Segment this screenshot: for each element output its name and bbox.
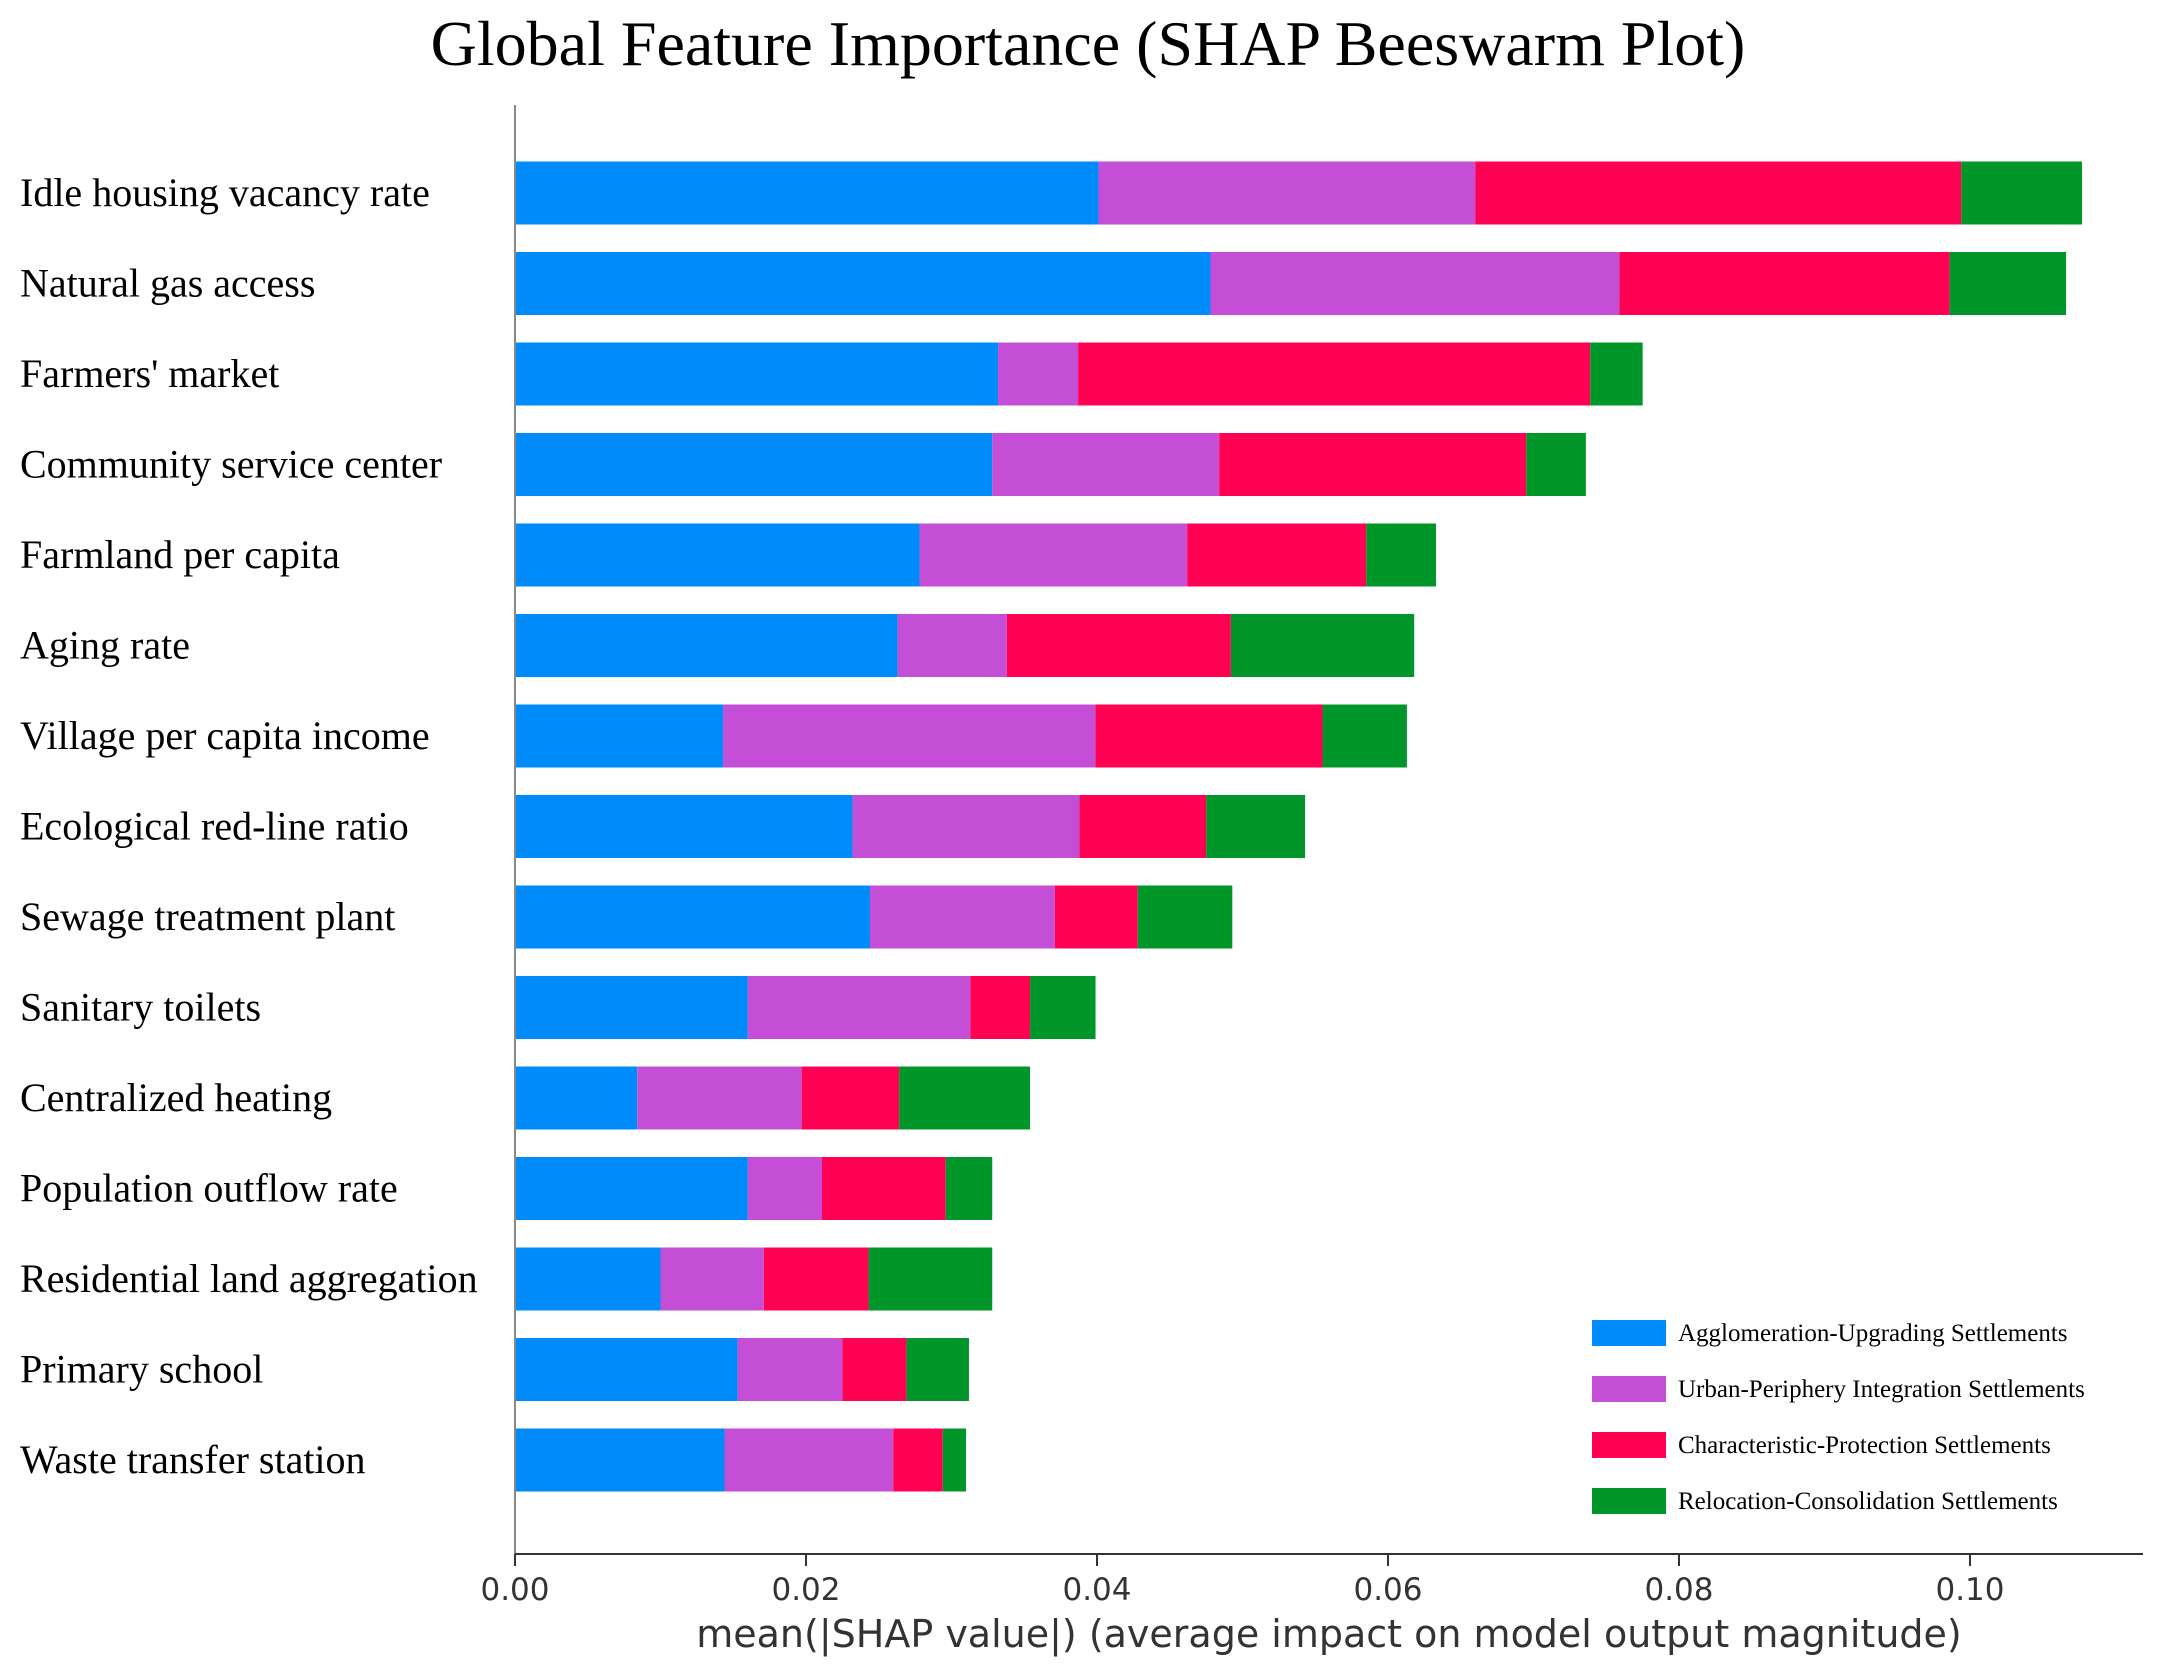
bar-segment-series-1 [852,795,1080,858]
bar-segment-series-3 [899,1066,1031,1130]
bar-segment-series-0 [515,976,748,1039]
bar-segment-series-0 [515,161,1099,225]
category-label: Primary school [20,1347,263,1392]
x-tick-label: 0.10 [1935,1572,2004,1608]
category-label: Farmland per capita [20,532,340,577]
bar-segment-series-0 [515,1247,661,1311]
bar-segment-series-3 [868,1247,993,1311]
bar-segment-series-2 [801,1066,900,1130]
legend-swatch [1592,1432,1666,1458]
bar-segment-series-2 [842,1338,907,1401]
bar-segment-series-2 [1078,342,1591,406]
category-labels: Idle housing vacancy rate Natural gas acc… [20,170,478,1482]
bar-segment-series-1 [724,1428,894,1492]
bar-segment-series-3 [945,1157,993,1220]
category-label: Centralized heating [20,1075,332,1120]
legend-label: Urban-Periphery Integration Settlements [1678,1376,2085,1403]
bar-segment-series-0 [515,252,1211,315]
bar-segment-series-2 [1219,433,1527,496]
bar-segment-series-2 [970,976,1031,1039]
bar-segment-series-2 [1079,795,1207,858]
bar-segment-series-3 [1030,976,1096,1039]
legend-swatch [1592,1376,1666,1402]
category-label: Community service center [20,442,442,487]
legend-swatch [1592,1488,1666,1514]
bar-segment-series-2 [1095,704,1323,768]
category-label: Natural gas access [20,261,315,306]
bar-segment-series-2 [1187,523,1367,587]
x-tick-label: 0.06 [1353,1572,1422,1608]
bar-segment-series-3 [1590,342,1643,406]
bar-segment-series-1 [919,523,1188,587]
bar-segment-series-2 [763,1247,869,1311]
category-label: Idle housing vacancy rate [20,170,430,215]
bar-segment-series-3 [1961,161,2083,225]
category-label: Aging rate [20,623,190,668]
bar-segment-series-0 [515,523,920,587]
bar-segment-series-3 [942,1428,967,1492]
bar-segment-series-3 [1206,795,1306,858]
legend-label: Characteristic-Protection Settlements [1678,1432,2051,1459]
bar-segment-series-0 [515,342,999,406]
x-axis-ticks: 0.00 0.02 0.04 0.06 0.08 0.10 [480,1554,2005,1608]
bar-segment-series-0 [515,885,871,949]
bar-segment-series-1 [747,976,971,1039]
bar-segment-series-0 [515,795,853,858]
bar-segment-series-0 [515,614,898,677]
bar-segment-series-1 [747,1157,823,1220]
bar-segment-series-1 [637,1066,802,1130]
bar-segment-series-3 [1949,252,2067,315]
bar-segment-series-1 [660,1247,764,1311]
bar-segment-series-0 [515,704,724,768]
bars-group [515,161,2083,1492]
bar-segment-series-1 [723,704,1096,768]
bar-segment-series-2 [1006,614,1231,677]
x-tick-label: 0.04 [1062,1572,1131,1608]
bar-segment-series-1 [897,614,1007,677]
x-tick-label: 0.00 [480,1572,549,1608]
legend-label: Relocation-Consolidation Settlements [1678,1488,2058,1515]
bar-segment-series-1 [737,1338,843,1401]
chart-title: Global Feature Importance (SHAP Beeswarm… [431,8,1746,79]
category-label: Ecological red-line ratio [20,804,409,849]
x-tick-label: 0.08 [1644,1572,1713,1608]
category-label: Farmers' market [20,351,279,396]
bar-segment-series-3 [1322,704,1407,768]
bar-segment-series-3 [1526,433,1586,496]
category-label: Waste transfer station [20,1437,366,1482]
category-label: Residential land aggregation [20,1256,478,1301]
bar-segment-series-0 [515,1428,725,1492]
bar-segment-series-2 [822,1157,946,1220]
legend: Agglomeration-Upgrading Settlements Urban… [1592,1320,2085,1515]
x-tick-label: 0.02 [771,1572,840,1608]
bar-segment-series-0 [515,1066,638,1130]
bar-segment-series-1 [870,885,1055,949]
bar-segment-series-0 [515,433,993,496]
bar-segment-series-2 [1475,161,1962,225]
category-label: Village per capita income [20,713,430,758]
category-label: Population outflow rate [20,1166,398,1211]
bar-segment-series-2 [1054,885,1138,949]
bar-segment-series-0 [515,1157,748,1220]
x-axis-label: mean(|SHAP value|) (average impact on mo… [696,1612,1962,1657]
category-label: Sanitary toilets [20,985,261,1030]
bar-segment-series-1 [1098,161,1476,225]
bar-segment-series-1 [998,342,1079,406]
category-label: Sewage treatment plant [20,894,395,939]
bar-segment-series-3 [1366,523,1437,587]
bar-segment-series-0 [515,1338,738,1401]
bar-segment-series-1 [992,433,1220,496]
bar-segment-series-2 [893,1428,943,1492]
bar-segment-series-2 [1619,252,1950,315]
bar-segment-series-3 [1137,885,1233,949]
legend-swatch [1592,1320,1666,1346]
bar-segment-series-1 [1210,252,1620,315]
legend-label: Agglomeration-Upgrading Settlements [1678,1320,2068,1347]
bar-segment-series-3 [1230,614,1415,677]
bar-segment-series-3 [906,1338,969,1401]
